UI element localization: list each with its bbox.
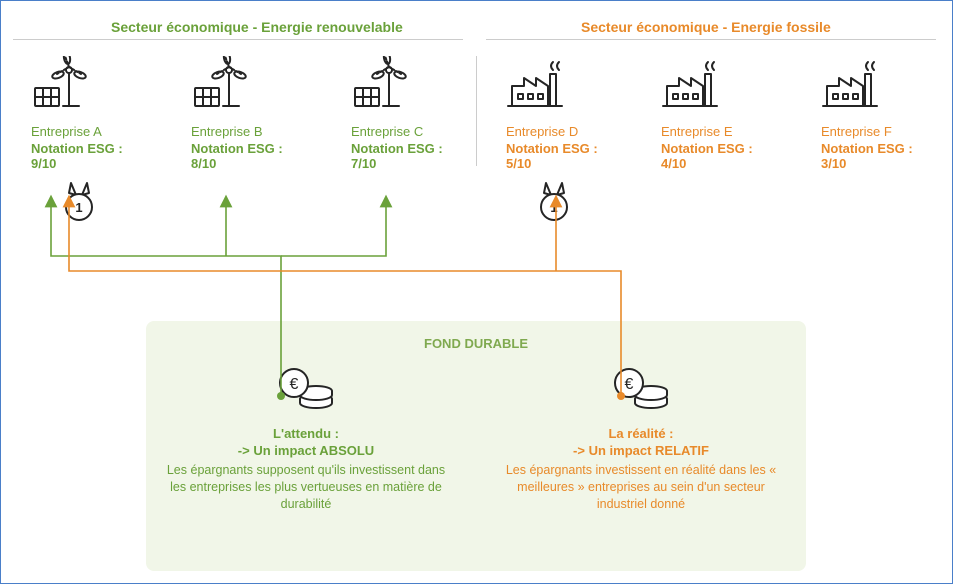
factory-icon [661,56,801,116]
factory-icon [506,56,646,116]
fund-expected: € L'attendu : -> Un impact ABSOLU Les ép… [166,361,446,513]
company-name: Entreprise B [191,124,331,139]
company-name: Entreprise A [31,124,171,139]
company-esg-label: Notation ESG : [821,141,953,156]
svg-text:€: € [625,376,634,393]
fund-reality-head: La réalité : [501,426,781,441]
fund-expected-desc: Les épargnants supposent qu'ils investis… [166,462,446,513]
coins-icon: € [166,361,446,416]
company-c: Entreprise C Notation ESG : 7/10 [351,56,491,171]
company-a: Entreprise A Notation ESG : 9/10 [31,56,171,171]
medal-icon: 1 [536,181,572,228]
svg-text:€: € [290,376,299,393]
company-esg-score: 4/10 [661,156,801,171]
company-esg-score: 5/10 [506,156,646,171]
sector-fossil-rule [486,39,936,40]
company-f: Entreprise F Notation ESG : 3/10 [821,56,953,171]
company-name: Entreprise F [821,124,953,139]
medal-icon: 1 [61,181,97,228]
factory-icon [821,56,953,116]
wind-solar-icon [31,56,171,116]
sector-renewable-rule [13,39,463,40]
fund-expected-head: L'attendu : [166,426,446,441]
wind-solar-icon [191,56,331,116]
company-name: Entreprise E [661,124,801,139]
company-b: Entreprise B Notation ESG : 8/10 [191,56,331,171]
company-name: Entreprise C [351,124,491,139]
svg-text:1: 1 [75,200,82,215]
company-name: Entreprise D [506,124,646,139]
company-d: Entreprise D Notation ESG : 5/10 [506,56,646,171]
company-esg-label: Notation ESG : [31,141,171,156]
svg-text:1: 1 [550,200,557,215]
fund-reality-sub: -> Un impact RELATIF [501,443,781,458]
coins-icon: € [501,361,781,416]
fund-reality-desc: Les épargnants investissent en réalité d… [501,462,781,513]
fund-reality: € La réalité : -> Un impact RELATIF Les … [501,361,781,513]
company-esg-label: Notation ESG : [191,141,331,156]
company-esg-score: 3/10 [821,156,953,171]
company-esg-label: Notation ESG : [351,141,491,156]
company-esg-label: Notation ESG : [661,141,801,156]
sector-renewable-title: Secteur économique - Energie renouvelabl… [111,19,403,35]
fund-expected-sub: -> Un impact ABSOLU [166,443,446,458]
wind-solar-icon [351,56,491,116]
company-esg-score: 8/10 [191,156,331,171]
company-esg-score: 7/10 [351,156,491,171]
sector-fossil-title: Secteur économique - Energie fossile [581,19,831,35]
fund-title: FOND DURABLE [146,336,806,351]
company-e: Entreprise E Notation ESG : 4/10 [661,56,801,171]
company-esg-label: Notation ESG : [506,141,646,156]
company-esg-score: 9/10 [31,156,171,171]
